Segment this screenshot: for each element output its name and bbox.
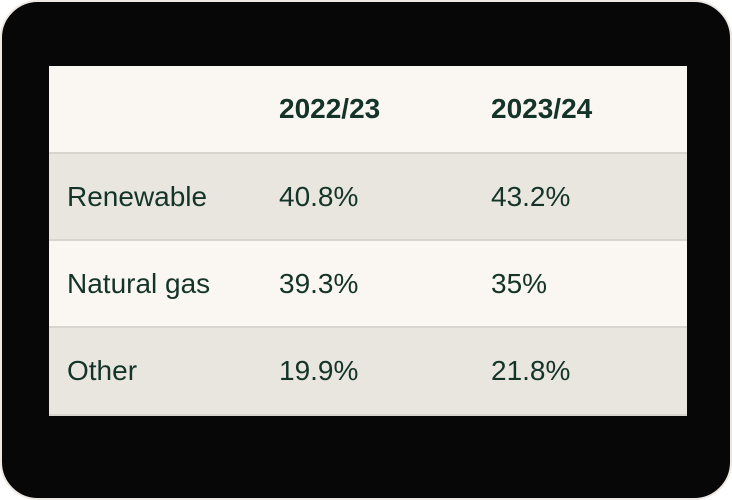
table-row-other: Other 19.9% 21.8% [49,326,687,416]
row-label: Renewable [67,180,208,212]
col-header-2022-23: 2022/23 [279,93,381,124]
value-cell: 21.8% [491,355,571,386]
energy-mix-table: 2022/23 2023/24 Renewable 40.8% 43.2% Na… [49,66,687,416]
table-row-natural-gas: Natural gas 39.3% 35% [49,239,687,326]
table-row-renewable: Renewable 40.8% 43.2% [49,152,687,239]
value-cell: 35% [491,267,548,299]
value-cell: 43.2% [491,180,571,212]
row-label: Natural gas [67,267,211,299]
value-cell: 19.9% [279,355,359,386]
table-header-row: 2022/23 2023/24 [49,66,687,152]
row-label: Other [67,355,138,386]
col-header-2023-24: 2023/24 [491,93,593,124]
value-cell: 40.8% [279,180,359,212]
value-cell: 39.3% [279,267,359,299]
